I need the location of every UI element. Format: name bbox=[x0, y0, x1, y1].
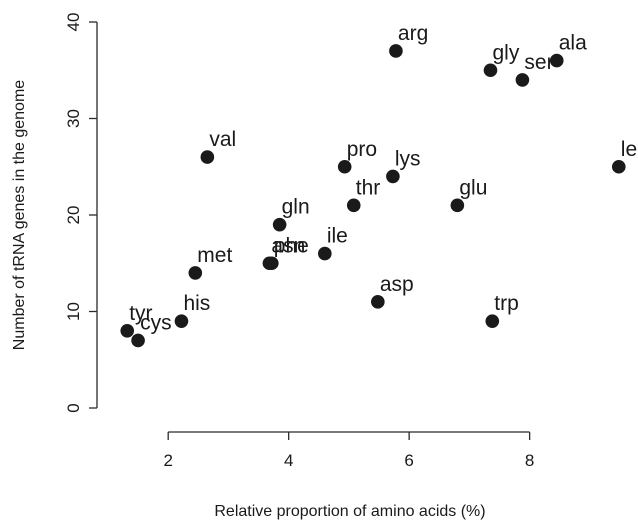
data-point-asp bbox=[371, 295, 385, 309]
point-label-tyr: tyr bbox=[129, 302, 152, 325]
point-label-trp: trp bbox=[494, 292, 519, 315]
point-label-lys: lys bbox=[395, 147, 421, 170]
point-label-val: val bbox=[209, 128, 236, 151]
data-point-cys bbox=[131, 333, 145, 348]
y-tick-label: 0 bbox=[64, 403, 83, 412]
x-tick-label: 8 bbox=[525, 451, 534, 470]
point-label-arg: arg bbox=[398, 22, 428, 45]
data-point-met bbox=[188, 266, 203, 280]
x-tick-label: 4 bbox=[284, 451, 293, 470]
point-label-pro: pro bbox=[347, 138, 377, 161]
x-axis-label: Relative proportion of amino acids (%) bbox=[214, 503, 485, 520]
data-point-leu bbox=[611, 159, 626, 174]
data-point-lys bbox=[386, 169, 400, 184]
point-label-asp: asp bbox=[380, 273, 414, 296]
data-point-ile bbox=[318, 246, 332, 261]
data-point-trp bbox=[485, 314, 500, 328]
data-point-ser bbox=[515, 73, 530, 87]
point-label-gly: gly bbox=[492, 41, 519, 64]
point-label-thr: thr bbox=[356, 176, 381, 199]
data-point-his bbox=[174, 314, 189, 328]
data-point-phe bbox=[265, 256, 279, 271]
y-tick-label: 40 bbox=[64, 13, 83, 32]
point-label-gln: gln bbox=[282, 196, 310, 219]
data-point-gln bbox=[272, 217, 287, 232]
point-label-ser: ser bbox=[524, 51, 553, 74]
point-label-ala: ala bbox=[559, 32, 587, 55]
data-point-gly bbox=[483, 63, 498, 78]
y-tick-label: 20 bbox=[64, 206, 83, 225]
y-axis-label: Number of tRNA genes in the genome bbox=[11, 80, 28, 350]
x-tick-label: 2 bbox=[163, 451, 172, 470]
y-tick-label: 30 bbox=[64, 109, 83, 128]
y-tick-label: 10 bbox=[64, 302, 83, 321]
data-point-val bbox=[200, 150, 215, 164]
point-label-phe: phe bbox=[274, 234, 309, 257]
data-point-glu bbox=[450, 198, 465, 213]
x-axis: 2 4 6 8 bbox=[163, 431, 534, 470]
point-label-cys: cys bbox=[140, 311, 172, 334]
point-label-asn: asn bbox=[271, 234, 305, 257]
point-label-his: his bbox=[183, 292, 210, 315]
data-point-tyr bbox=[120, 324, 135, 338]
x-tick-label: 6 bbox=[404, 451, 413, 470]
data-point-arg bbox=[389, 44, 403, 58]
data-point-thr bbox=[346, 198, 361, 213]
point-label-ile: ile bbox=[327, 225, 348, 248]
data-point-ala bbox=[549, 53, 564, 68]
point-label-glu: glu bbox=[459, 176, 487, 199]
point-label-met: met bbox=[197, 244, 232, 267]
point-label-leu: leu bbox=[621, 138, 638, 161]
y-axis: 0 10 20 30 40 bbox=[64, 13, 98, 413]
data-point-pro bbox=[337, 159, 352, 174]
